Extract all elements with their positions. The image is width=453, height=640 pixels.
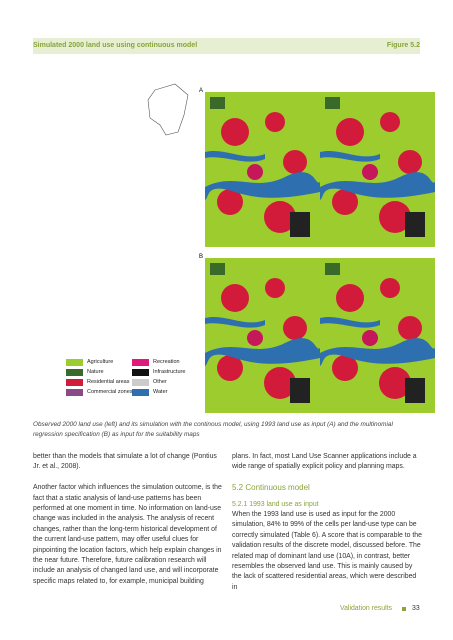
legend-label: Residential areas	[87, 379, 130, 385]
caption: Observed 2000 land use (left) and its si…	[33, 421, 393, 438]
legend-label: Recreation	[153, 359, 180, 365]
map-observed	[205, 258, 320, 413]
map-simulated	[320, 258, 435, 413]
page-number: 33	[412, 605, 420, 612]
section-heading: 5.2 Continuous model	[232, 483, 310, 493]
header-band: Simulated 2000 land use using continuous…	[33, 38, 420, 54]
footer-section: Validation results	[340, 605, 392, 612]
paragraph: plans. In fact, most Land Use Scanner ap…	[232, 453, 417, 471]
legend-label: Other	[153, 379, 167, 385]
figure: A B	[66, 83, 435, 413]
country-outline	[147, 83, 189, 136]
paragraph: Another factor which influences the simu…	[33, 484, 222, 585]
legend-label: Commercial zones	[87, 389, 133, 395]
left-column: better than the models that simulate a l…	[33, 452, 223, 598]
legend-label: Nature	[87, 369, 104, 375]
paragraph: When the 1993 land use is used as input …	[232, 511, 422, 591]
legend-label: Infrastructure	[153, 369, 186, 375]
legend-label: Water	[153, 389, 168, 395]
right-column: plans. In fact, most Land Use Scanner ap…	[232, 452, 422, 604]
paragraph: better than the models that simulate a l…	[33, 453, 217, 471]
legend-label: Agriculture	[87, 359, 114, 365]
legend-swatches	[66, 359, 149, 396]
map-simulated	[320, 92, 435, 247]
panel-label: A	[199, 88, 203, 94]
figure-label: Figure 5.2	[386, 42, 420, 49]
subheading: 5.2.1 1993 land use as input	[232, 500, 319, 508]
map-observed	[205, 92, 320, 247]
footer-marker	[402, 607, 406, 611]
panel-label: B	[199, 254, 203, 260]
header-title: Simulated 2000 land use using continuous…	[33, 42, 198, 49]
